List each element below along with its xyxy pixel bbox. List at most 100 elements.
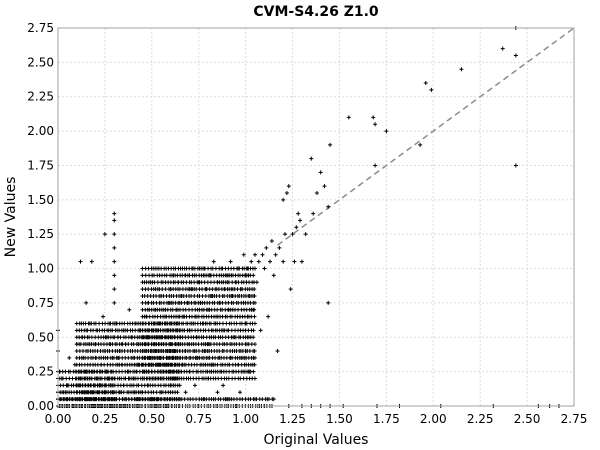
data-point <box>292 259 297 264</box>
data-point <box>268 259 273 264</box>
cluster-point <box>252 280 257 285</box>
data-point <box>314 190 319 195</box>
y-tick-label: 1.00 <box>27 262 54 276</box>
data-point <box>269 239 274 244</box>
y-tick-label: 1.25 <box>27 227 54 241</box>
data-point <box>500 46 505 51</box>
chart-title: CVM-S4.26 Z1.0 <box>253 4 379 20</box>
data-point <box>459 67 464 72</box>
x-tick-labels: 0.00 0.25 0.50 0.75 1.00 1.25 1.50 1.75 2.00 2.25… <box>45 412 588 426</box>
cluster-point <box>270 397 275 402</box>
data-point <box>288 287 293 292</box>
y-tick-label: 2.00 <box>27 124 54 138</box>
data-point <box>112 218 117 223</box>
data-point <box>281 197 286 202</box>
cluster-point <box>215 307 220 312</box>
data-point <box>284 190 289 195</box>
cluster-point <box>175 328 180 333</box>
data-point <box>277 245 282 250</box>
y-tick-labels: 0.00 0.25 0.50 0.75 1.00 1.25 1.50 1.75 2.00 2.25… <box>27 21 54 413</box>
data-point <box>78 259 83 264</box>
cluster-point <box>196 349 201 354</box>
cluster-point <box>252 376 257 381</box>
data-point <box>101 314 106 319</box>
x-tick-label: 2.50 <box>514 412 541 426</box>
data-point <box>192 383 197 388</box>
data-point <box>281 259 286 264</box>
y-tick-label: 0.75 <box>27 296 54 310</box>
data-point <box>258 328 263 333</box>
data-point <box>513 163 518 168</box>
data-point <box>112 273 117 278</box>
data-point <box>183 390 188 395</box>
x-tick-label: 2.25 <box>467 412 494 426</box>
data-point <box>67 355 72 360</box>
cluster-point <box>252 307 257 312</box>
cluster-point <box>252 321 257 326</box>
data-point <box>303 232 308 237</box>
y-tick-label: 0.50 <box>27 330 54 344</box>
cluster-point <box>252 355 257 360</box>
data-point <box>84 300 89 305</box>
cluster-point <box>143 273 148 278</box>
plot-frame <box>57 27 575 407</box>
data-point <box>262 266 267 271</box>
data-point <box>102 232 107 237</box>
data-point <box>322 184 327 189</box>
x-tick-label: 1.50 <box>326 412 353 426</box>
cluster-point <box>251 273 256 278</box>
cluster-point <box>106 397 111 402</box>
y-tick-label: 2.50 <box>27 55 54 69</box>
data-point <box>89 259 94 264</box>
data-point <box>271 273 276 278</box>
data-point <box>273 252 278 257</box>
data-point <box>296 211 301 216</box>
data-point <box>221 383 226 388</box>
data-point <box>256 259 261 264</box>
data-point <box>215 390 220 395</box>
data-point <box>211 259 216 264</box>
data-point <box>112 211 117 216</box>
cluster-point <box>92 383 97 388</box>
reference-line <box>277 27 575 246</box>
y-tick-label: 1.50 <box>27 193 54 207</box>
data-point <box>346 115 351 120</box>
data-point <box>112 300 117 305</box>
data-point <box>228 259 233 264</box>
y-tick-label: 2.75 <box>27 21 54 35</box>
y-tick-label: 1.75 <box>27 158 54 172</box>
data-point <box>423 80 428 85</box>
reference-line-layer <box>277 27 575 246</box>
cluster-point <box>251 328 256 333</box>
data-point <box>253 252 258 257</box>
cluster-point <box>252 342 257 347</box>
y-tick-label: 0.25 <box>27 365 54 379</box>
data-point <box>371 115 376 120</box>
data-point <box>309 156 314 161</box>
cluster-point <box>252 294 257 299</box>
data-point <box>127 307 132 312</box>
x-tick-label: 1.25 <box>279 412 306 426</box>
cluster-point <box>252 287 257 292</box>
cluster-point <box>252 362 257 367</box>
data-point <box>241 252 246 257</box>
cluster-point <box>226 280 231 285</box>
x-tick-label: 1.00 <box>232 412 259 426</box>
data-point <box>429 87 434 92</box>
x-tick-label: 0.50 <box>138 412 165 426</box>
cluster-point <box>94 328 99 333</box>
x-tick-label: 2.75 <box>561 412 588 426</box>
cluster-point <box>252 349 257 354</box>
cluster-point <box>121 390 126 395</box>
y-tick-label: 0.00 <box>27 399 54 413</box>
y-tick-label: 2.25 <box>27 90 54 104</box>
data-point <box>311 211 316 216</box>
data-point <box>373 163 378 168</box>
data-point <box>513 53 518 58</box>
data-point <box>112 259 117 264</box>
data-point <box>283 232 288 237</box>
data-point <box>260 252 265 257</box>
data-point <box>290 232 295 237</box>
